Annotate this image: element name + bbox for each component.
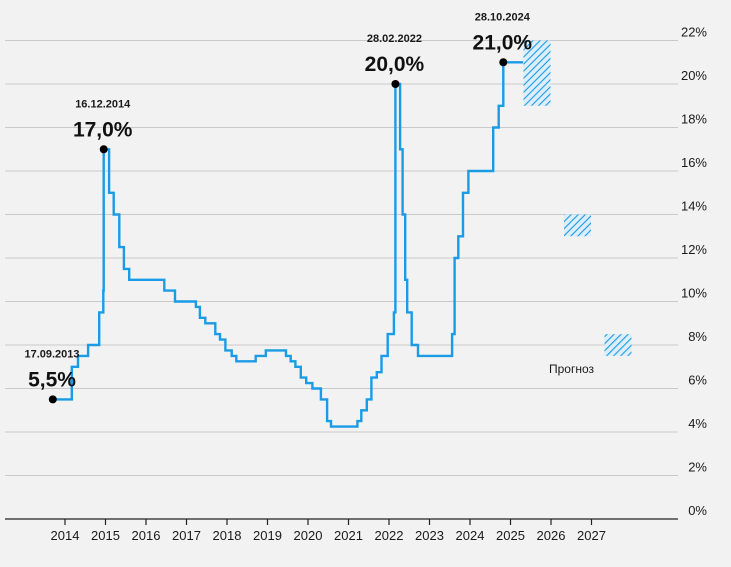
x-tick-label: 2027 [577,528,606,543]
y-tick-label: 20% [681,68,707,83]
annotation-value: 20,0% [365,53,425,76]
forecast-range-2025 [523,40,551,106]
annotation-value: 5,5% [28,368,76,391]
annotation-dot [48,395,57,404]
forecast-ranges [523,40,632,356]
forecast-range-2026 [564,214,591,237]
y-tick-label: 4% [688,416,707,431]
annotation-dot [99,145,108,154]
grid-lines: 0% 2% 4% 6% 8% 10% 12% 14% 16% 18% 20% 22% [5,25,707,518]
series [52,61,524,428]
y-tick-label: 14% [681,199,707,214]
x-axis: 2014 2015 2016 2017 2018 2019 2020 2021 2022 2023… [5,518,678,543]
x-tick-label: 2023 [415,528,444,543]
forecast-label: Прогноз [549,362,595,376]
x-tick-label: 2015 [91,528,120,543]
x-tick-label: 2024 [456,528,485,543]
x-tick-label: 2020 [294,528,323,543]
x-tick-label: 2016 [132,528,161,543]
y-tick-label: 0% [688,503,707,518]
y-tick-label: 12% [681,242,707,257]
x-tick-label: 2019 [253,528,282,543]
annotation-dot [499,58,508,67]
annotation-value: 17,0% [73,118,133,141]
annotations: 17.09.2013 5,5% 16.12.2014 17,0% 28.02.2022 2… [24,11,533,404]
x-tick-label: 2018 [213,528,242,543]
x-tick-label: 2025 [496,528,525,543]
y-tick-label: 18% [681,112,707,127]
y-tick-label: 2% [688,460,707,475]
annotation-dot [391,80,400,88]
series-line [52,61,524,428]
annotation-date: 17.09.2013 [24,348,79,360]
y-tick-label: 16% [681,155,707,170]
y-tick-label: 22% [681,25,707,40]
annotation-date: 16.12.2014 [75,98,131,110]
annotation-date: 28.02.2022 [367,33,422,45]
y-tick-label: 6% [688,373,707,388]
forecast-range-2027 [604,334,632,356]
y-tick-label: 8% [688,329,707,344]
x-tick-label: 2021 [334,528,363,543]
annotation-value: 21,0% [473,31,533,54]
y-tick-label: 10% [681,286,707,301]
x-tick-label: 2026 [537,528,566,543]
x-tick-label: 2014 [51,528,80,543]
annotation-date: 28.10.2024 [475,11,531,23]
x-tick-label: 2022 [375,528,404,543]
x-tick-label: 2017 [172,528,201,543]
